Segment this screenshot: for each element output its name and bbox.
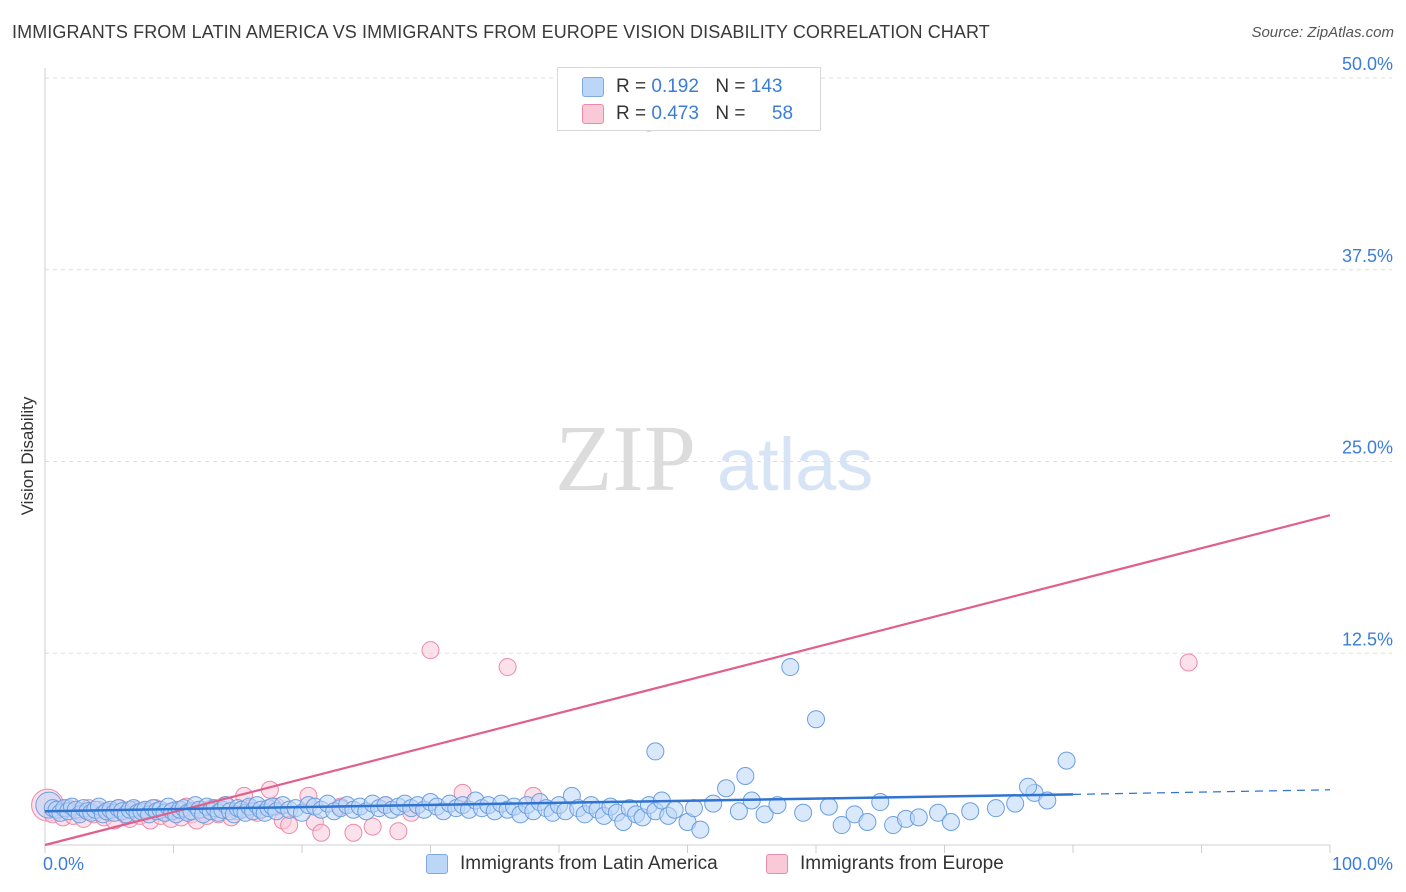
watermark-zip: ZIP bbox=[555, 407, 696, 511]
axes bbox=[44, 68, 1331, 853]
pink-swatch bbox=[766, 854, 788, 874]
latin-america-point bbox=[1006, 794, 1025, 813]
latin-america-point bbox=[871, 793, 890, 812]
latin-america-point bbox=[665, 800, 684, 819]
y-tick-label: 37.5% bbox=[1342, 246, 1393, 266]
r-value: 0.192 bbox=[651, 76, 699, 97]
tick-labels: 12.5% 25.0% 37.5% 50.0% 0.0% 100.0% bbox=[43, 54, 1393, 874]
latin-america-point bbox=[832, 816, 851, 835]
latin-america-point bbox=[1019, 777, 1038, 796]
europe-point bbox=[498, 658, 517, 677]
latin-america-point bbox=[717, 779, 736, 798]
latin-america-trend-line bbox=[44, 793, 1074, 813]
watermark: ZIP atlas bbox=[555, 407, 873, 511]
europe-point bbox=[344, 823, 363, 842]
latin-america-point bbox=[858, 812, 877, 831]
latin-america-point bbox=[704, 794, 723, 813]
n-value: 143 bbox=[750, 76, 783, 97]
latin-america-point bbox=[909, 808, 928, 827]
europe-trend-line bbox=[44, 514, 1331, 847]
y-tick-label: 25.0% bbox=[1342, 438, 1393, 458]
latin-america-point bbox=[1038, 791, 1057, 810]
n-label: N = bbox=[715, 103, 746, 124]
latin-america-point bbox=[729, 802, 748, 821]
latin-america-point bbox=[691, 820, 710, 839]
latin-america-point bbox=[684, 799, 703, 818]
legend-row-latin-america: R = 0.192 N = 143 bbox=[582, 75, 782, 99]
x-tick-label: 100.0% bbox=[1332, 854, 1393, 874]
chart-title: IMMIGRANTS FROM LATIN AMERICA VS IMMIGRA… bbox=[12, 22, 990, 42]
y-tick-label: 12.5% bbox=[1342, 629, 1393, 649]
trend-lines bbox=[44, 514, 1331, 847]
latin-america-point bbox=[961, 802, 980, 821]
n-value: 58 bbox=[771, 103, 794, 124]
latin-america-point bbox=[768, 796, 787, 815]
latin-america-trend-extension bbox=[1072, 789, 1331, 795]
blue-swatch bbox=[426, 854, 448, 874]
x-tick-label: 0.0% bbox=[43, 854, 84, 874]
latin-america-point bbox=[781, 658, 800, 677]
series-label: Immigrants from Europe bbox=[800, 853, 1004, 874]
latin-america-point bbox=[929, 803, 948, 822]
latin-america-point bbox=[807, 710, 825, 729]
latin-america-point bbox=[1057, 751, 1076, 770]
europe-point bbox=[1179, 653, 1198, 672]
europe-point bbox=[421, 641, 440, 660]
latin-america-point bbox=[819, 797, 838, 816]
europe-point bbox=[389, 822, 408, 841]
latin-america-point bbox=[736, 766, 755, 785]
n-label: N = bbox=[715, 76, 746, 97]
bottom-legend-latin-america: Immigrants from Latin America bbox=[426, 851, 718, 877]
legend-row-europe: R = 0.473 N = 58 bbox=[582, 102, 793, 126]
series-latin-america-points bbox=[35, 658, 1076, 839]
r-label: R = bbox=[616, 76, 647, 97]
series-label: Immigrants from Latin America bbox=[460, 853, 718, 874]
latin-america-point bbox=[941, 812, 960, 831]
europe-point bbox=[280, 816, 299, 835]
latin-america-point bbox=[646, 742, 665, 761]
r-value: 0.473 bbox=[651, 103, 699, 124]
latin-america-point bbox=[986, 799, 1005, 818]
stats-legend: R = 0.192 N = 143 R = 0.473 N = 58 bbox=[557, 67, 821, 131]
source-credit: Source: ZipAtlas.com bbox=[1251, 24, 1394, 41]
latin-america-point bbox=[794, 803, 813, 822]
latin-america-point bbox=[755, 805, 774, 824]
watermark-atlas: atlas bbox=[717, 423, 873, 506]
y-tick-label: 50.0% bbox=[1342, 54, 1393, 74]
blue-swatch bbox=[582, 77, 604, 97]
grid-lines bbox=[45, 77, 1392, 654]
r-label: R = bbox=[616, 103, 647, 124]
pink-swatch bbox=[582, 104, 604, 124]
europe-point bbox=[363, 817, 382, 836]
europe-point bbox=[312, 823, 331, 842]
bottom-legend-europe: Immigrants from Europe bbox=[766, 851, 1004, 877]
